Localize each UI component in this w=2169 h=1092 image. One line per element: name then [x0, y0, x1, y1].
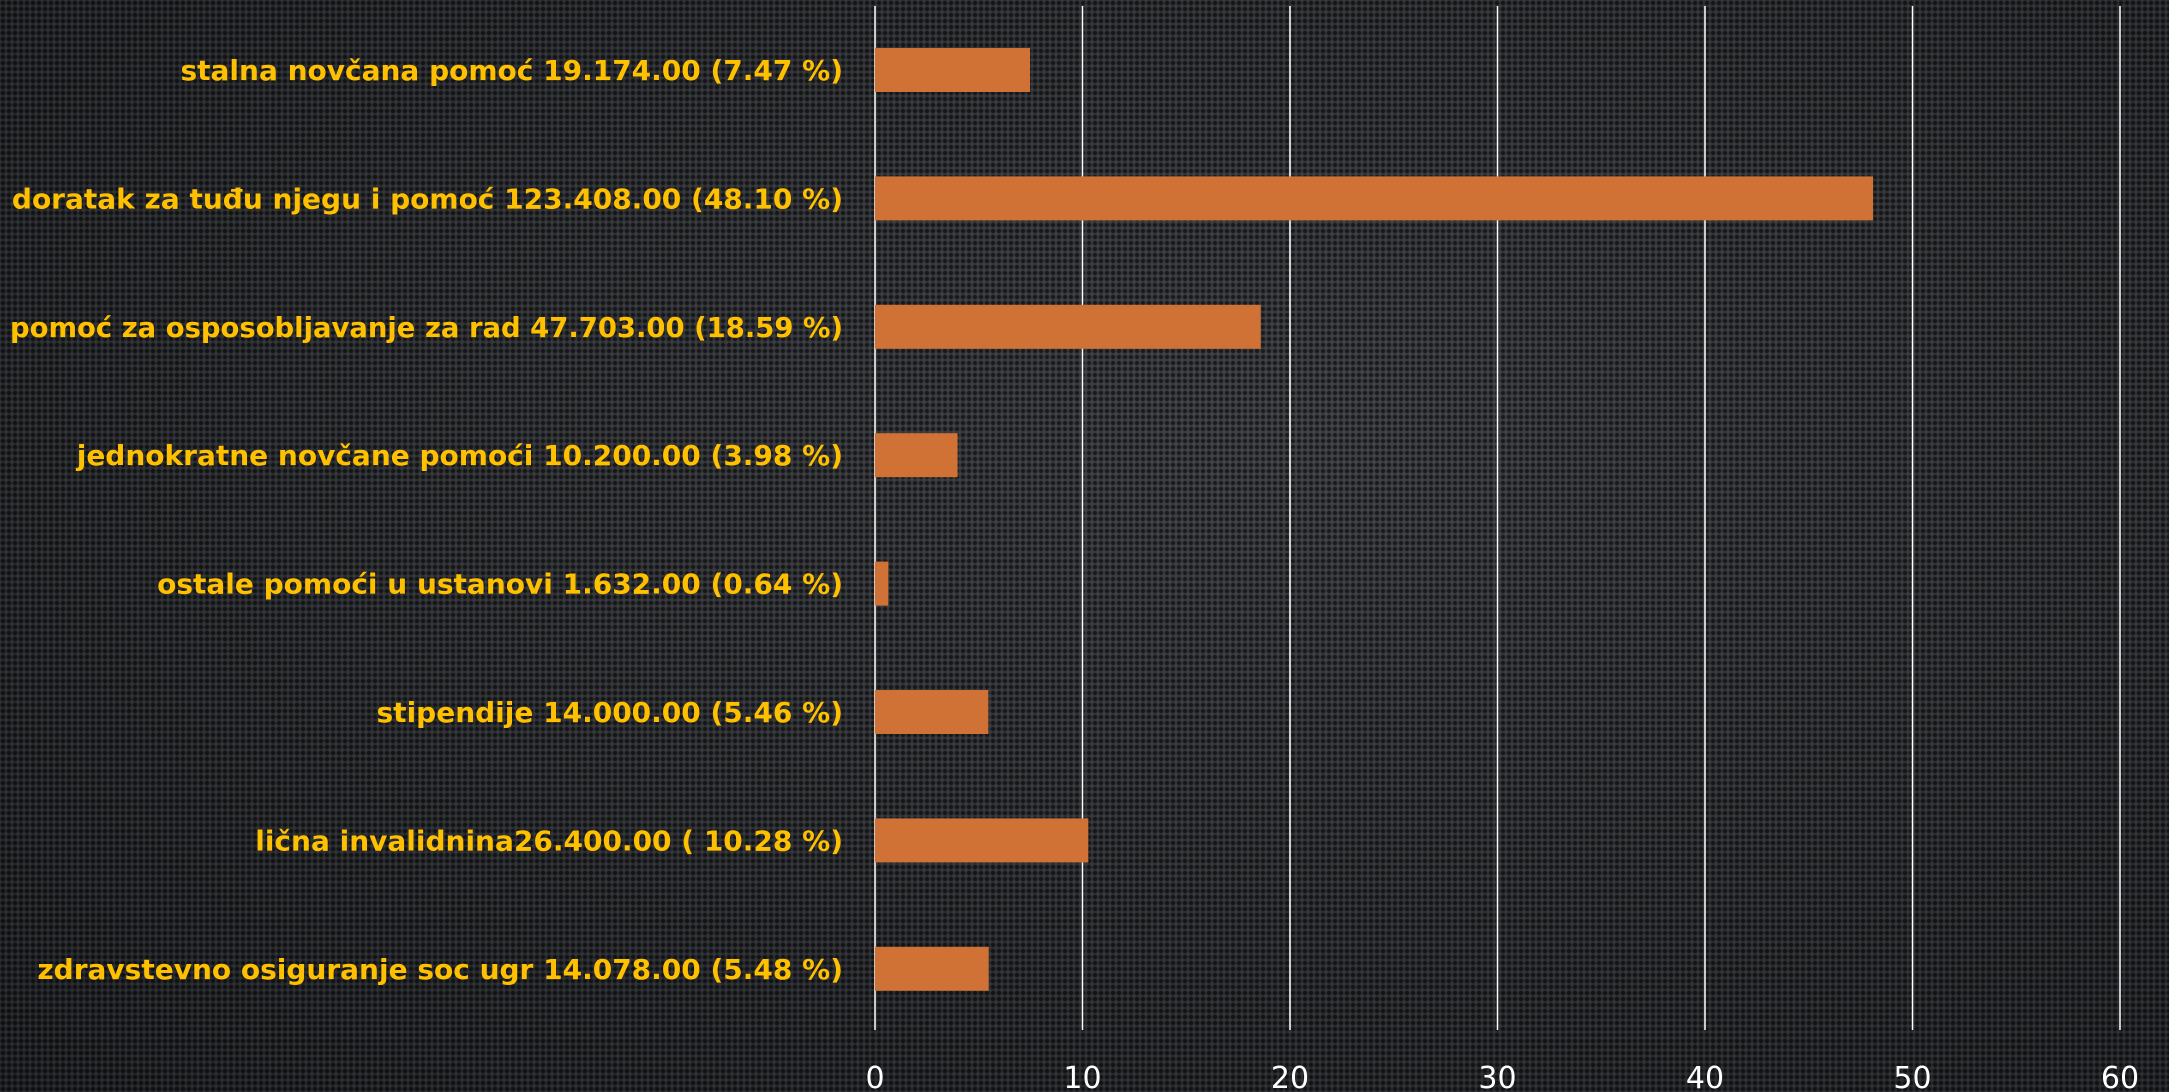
category-label: stipendije 14.000.00 (5.46 %) [377, 696, 843, 729]
gridlines [874, 6, 2121, 1030]
category-label: stalna novčana pomoć 19.174.00 (7.47 %) [180, 54, 843, 87]
bar [875, 690, 989, 734]
x-tick-label: 20 [1271, 1061, 1309, 1092]
x-tick-label: 10 [1063, 1061, 1101, 1092]
x-tick-label: 50 [1893, 1061, 1931, 1092]
x-tick-label: 60 [2101, 1061, 2139, 1092]
category-label: ostale pomoći u ustanovi 1.632.00 (0.64 … [157, 568, 843, 601]
bars [875, 48, 1874, 991]
bar [875, 48, 1031, 92]
category-label: doratak za tuđu njegu i pomoć 123.408.00… [12, 182, 843, 215]
bar [875, 304, 1261, 349]
category-labels: stalna novčana pomoć 19.174.00 (7.47 %) d… [10, 54, 843, 986]
bar [875, 176, 1874, 221]
bar [875, 818, 1089, 863]
category-label: lična invalidnina26.400.00 ( 10.28 %) [255, 824, 843, 857]
bar [875, 433, 958, 478]
x-tick-label: 40 [1686, 1061, 1724, 1092]
x-axis-tick-labels: 0 10 20 30 40 50 60 [865, 1061, 2139, 1092]
bar [875, 946, 989, 991]
category-label: pomoć za osposobljavanje za rad 47.703.0… [10, 311, 843, 344]
x-tick-label: 30 [1478, 1061, 1516, 1092]
bar [875, 561, 889, 606]
x-tick-label: 0 [865, 1061, 884, 1092]
category-label: zdravstevno osiguranje soc ugr 14.078.00… [37, 953, 843, 986]
category-label: jednokratne novčane pomoći 10.200.00 (3.… [76, 439, 843, 472]
